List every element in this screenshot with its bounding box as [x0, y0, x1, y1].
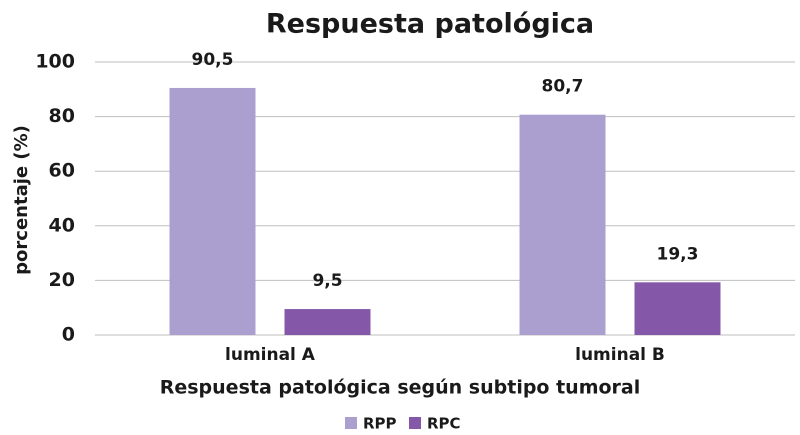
y-tick-label: 80 — [49, 105, 75, 127]
legend-swatch — [345, 417, 357, 429]
legend-swatch — [409, 417, 421, 429]
y-tick-label: 0 — [62, 324, 75, 346]
bar — [634, 282, 721, 335]
x-axis-label: Respuesta patológica según subtipo tumor… — [160, 377, 641, 399]
data-label: 90,5 — [192, 50, 234, 70]
bar — [169, 87, 256, 335]
chart-title: Respuesta patológica — [266, 9, 594, 40]
x-tick-label: luminal A — [225, 345, 316, 365]
y-tick-label: 100 — [35, 51, 75, 73]
data-label: 9,5 — [312, 271, 342, 291]
bar — [284, 309, 371, 335]
y-tick-label: 20 — [49, 269, 75, 291]
y-axis-label: porcentaje (%) — [11, 125, 32, 275]
y-tick-label: 40 — [49, 214, 75, 236]
x-tick-label: luminal B — [575, 345, 665, 365]
legend-label: RPP — [363, 415, 397, 433]
y-tick-label: 60 — [49, 160, 75, 182]
legend-label: RPC — [427, 415, 461, 433]
data-label: 80,7 — [542, 77, 584, 97]
data-label: 19,3 — [657, 244, 699, 264]
bar — [519, 114, 606, 336]
